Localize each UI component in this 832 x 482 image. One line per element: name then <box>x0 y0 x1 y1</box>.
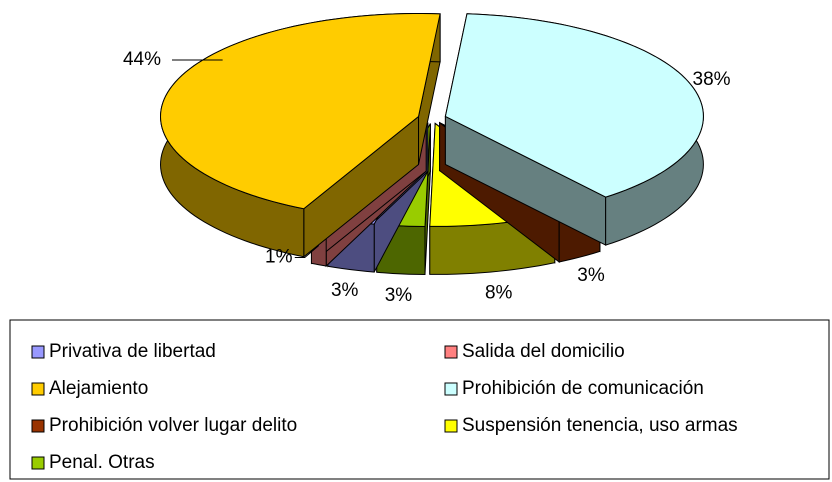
legend-swatch <box>31 382 45 396</box>
data-label: 44% <box>123 49 161 70</box>
legend-label: Alejamiento <box>49 378 148 399</box>
legend-label: Penal. Otras <box>49 452 155 473</box>
legend-label: Suspensión tenencia, uso armas <box>462 415 738 436</box>
legend-swatch <box>444 382 458 396</box>
legend-swatch <box>444 419 458 433</box>
legend-swatch <box>444 345 458 359</box>
legend-label: Prohibición volver lugar delito <box>49 415 297 436</box>
slice <box>160 13 441 210</box>
data-label: 3% <box>385 285 413 306</box>
data-label: 3% <box>577 265 605 286</box>
data-label: 3% <box>331 280 359 301</box>
legend-label: Salida del domicilio <box>462 341 625 362</box>
slice <box>444 13 704 198</box>
legend-swatch <box>31 456 45 470</box>
data-label: 38% <box>693 69 731 90</box>
legend-swatch <box>31 345 45 359</box>
data-label: 8% <box>485 283 513 304</box>
legend-swatch <box>31 419 45 433</box>
legend-box <box>9 319 830 480</box>
data-label: 1% <box>265 247 293 268</box>
legend-label: Privativa de libertad <box>49 341 216 362</box>
leader-line <box>294 245 320 259</box>
legend-label: Prohibición de comunicación <box>462 378 704 399</box>
